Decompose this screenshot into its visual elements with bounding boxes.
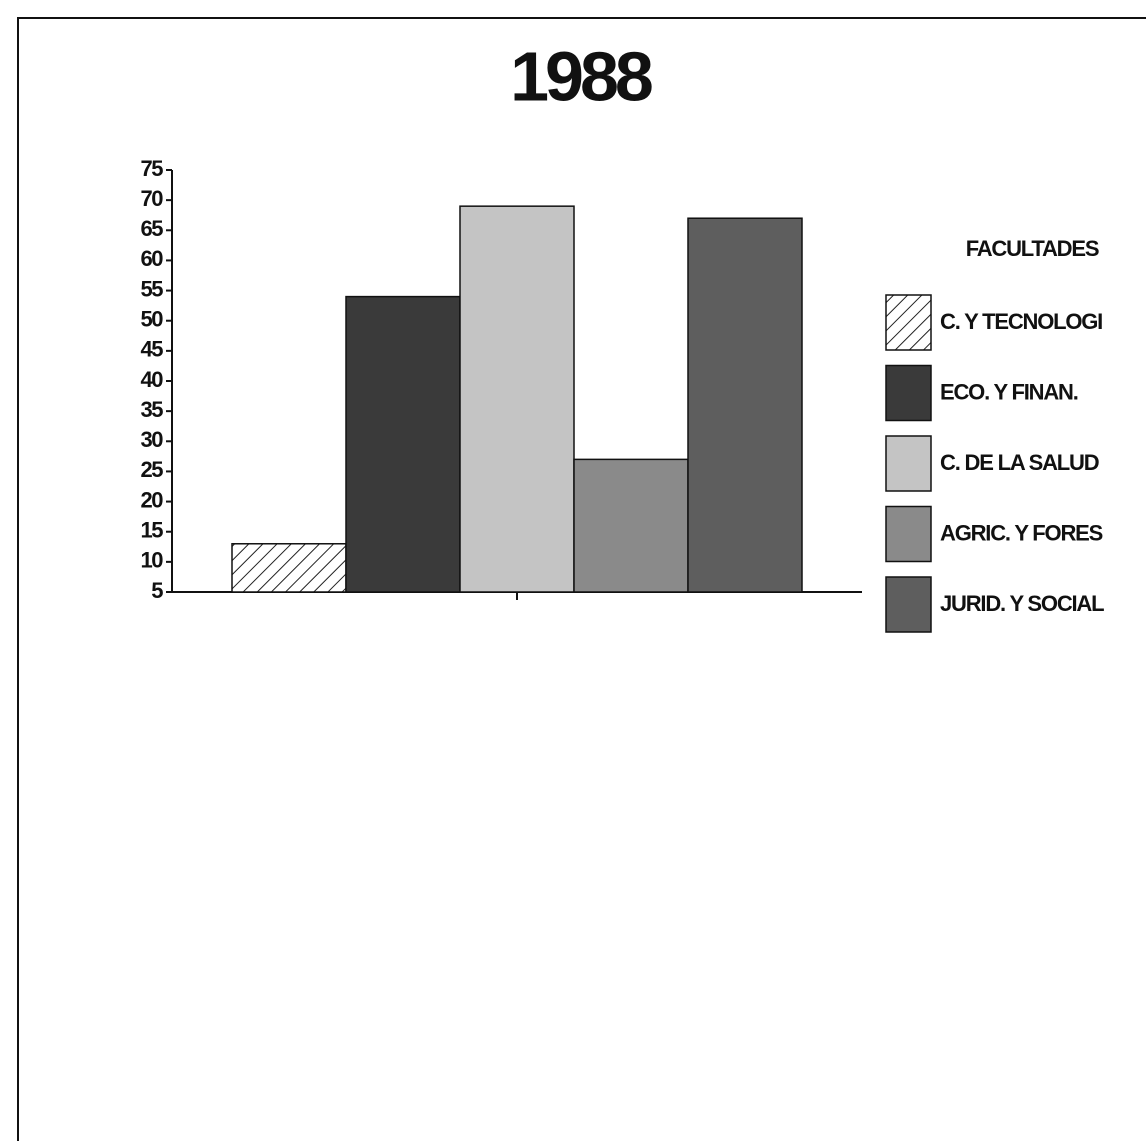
y-tick-label: 65 — [141, 216, 164, 241]
y-tick-label: 10 — [141, 548, 164, 573]
y-tick-label: 5 — [151, 578, 163, 603]
legend-swatch — [885, 364, 932, 422]
legend-label: C. DE LA SALUD — [940, 450, 1099, 475]
legend-label: AGRIC. Y FORES — [940, 520, 1103, 545]
y-tick-label: 30 — [141, 427, 164, 452]
y-tick-label: 40 — [141, 367, 164, 392]
y-tick-label: 70 — [141, 186, 164, 211]
y-tick-label: 15 — [141, 518, 164, 543]
legend-swatch — [885, 435, 932, 492]
legend-swatch — [885, 576, 932, 633]
y-tick-label: 25 — [141, 457, 164, 482]
legend-title: FACULTADES — [966, 236, 1099, 261]
bar — [687, 217, 803, 593]
legend-swatch — [885, 294, 932, 351]
bar — [459, 205, 575, 593]
bar — [345, 295, 461, 593]
y-tick-label: 75 — [141, 156, 164, 181]
legend-label: JURID. Y SOCIAL — [940, 591, 1104, 616]
legend-label: C. Y TECNOLOGI — [940, 309, 1102, 334]
y-tick-label: 50 — [141, 307, 164, 332]
y-tick-label: 55 — [141, 276, 164, 301]
y-tick-label: 45 — [141, 337, 164, 362]
chart-title: 1988 — [510, 37, 652, 115]
bar — [573, 458, 689, 593]
legend-label: ECO. Y FINAN. — [940, 379, 1078, 404]
frame — [17, 17, 1146, 1141]
y-tick-label: 35 — [141, 397, 164, 422]
y-tick-label: 20 — [141, 487, 164, 512]
legend-swatch — [885, 505, 932, 563]
y-tick-label: 60 — [141, 246, 164, 271]
bar — [231, 543, 347, 593]
